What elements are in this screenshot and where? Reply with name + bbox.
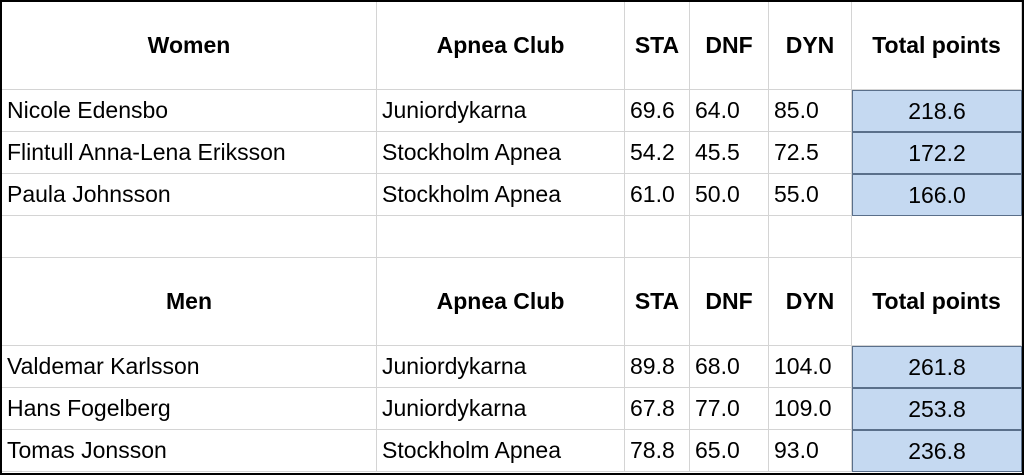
score-cell: 55.0 bbox=[769, 174, 852, 216]
club-cell: Stockholm Apnea bbox=[377, 132, 625, 174]
club-cell: Juniordykarna bbox=[377, 388, 625, 430]
column-header: Apnea Club bbox=[377, 258, 625, 346]
score-cell: 109.0 bbox=[769, 388, 852, 430]
column-header: Women bbox=[2, 2, 377, 90]
column-header: DNF bbox=[690, 258, 769, 346]
column-header: Total points bbox=[852, 2, 1022, 90]
club-cell: Juniordykarna bbox=[377, 346, 625, 388]
name-cell: Hans Fogelberg bbox=[2, 388, 377, 430]
total-points-cell: 218.6 bbox=[852, 90, 1022, 132]
column-header: Total points bbox=[852, 258, 1022, 346]
column-header: DNF bbox=[690, 2, 769, 90]
club-cell: Stockholm Apnea bbox=[377, 430, 625, 472]
total-points-cell: 236.8 bbox=[852, 430, 1022, 472]
name-cell: Nicole Edensbo bbox=[2, 90, 377, 132]
club-cell: Juniordykarna bbox=[377, 90, 625, 132]
score-cell: 72.5 bbox=[769, 132, 852, 174]
empty-cell bbox=[377, 216, 625, 258]
score-cell: 68.0 bbox=[690, 346, 769, 388]
empty-cell bbox=[769, 216, 852, 258]
column-header: STA bbox=[625, 258, 690, 346]
column-header: DYN bbox=[769, 258, 852, 346]
total-points-cell: 166.0 bbox=[852, 174, 1022, 216]
score-cell: 45.5 bbox=[690, 132, 769, 174]
score-cell: 61.0 bbox=[625, 174, 690, 216]
empty-cell bbox=[2, 216, 377, 258]
score-cell: 104.0 bbox=[769, 346, 852, 388]
column-header: STA bbox=[625, 2, 690, 90]
score-cell: 64.0 bbox=[690, 90, 769, 132]
column-header: Apnea Club bbox=[377, 2, 625, 90]
name-cell: Paula Johnsson bbox=[2, 174, 377, 216]
empty-cell bbox=[625, 216, 690, 258]
total-points-cell: 253.8 bbox=[852, 388, 1022, 430]
total-points-cell: 172.2 bbox=[852, 132, 1022, 174]
name-cell: Valdemar Karlsson bbox=[2, 346, 377, 388]
score-cell: 85.0 bbox=[769, 90, 852, 132]
score-cell: 54.2 bbox=[625, 132, 690, 174]
score-cell: 67.8 bbox=[625, 388, 690, 430]
club-cell: Stockholm Apnea bbox=[377, 174, 625, 216]
column-header: DYN bbox=[769, 2, 852, 90]
score-cell: 77.0 bbox=[690, 388, 769, 430]
total-points-cell: 261.8 bbox=[852, 346, 1022, 388]
empty-cell bbox=[852, 216, 1022, 258]
name-cell: Tomas Jonsson bbox=[2, 430, 377, 472]
name-cell: Flintull Anna-Lena Eriksson bbox=[2, 132, 377, 174]
score-cell: 69.6 bbox=[625, 90, 690, 132]
score-cell: 50.0 bbox=[690, 174, 769, 216]
empty-cell bbox=[690, 216, 769, 258]
score-cell: 93.0 bbox=[769, 430, 852, 472]
score-cell: 89.8 bbox=[625, 346, 690, 388]
score-cell: 65.0 bbox=[690, 430, 769, 472]
column-header: Men bbox=[2, 258, 377, 346]
score-cell: 78.8 bbox=[625, 430, 690, 472]
